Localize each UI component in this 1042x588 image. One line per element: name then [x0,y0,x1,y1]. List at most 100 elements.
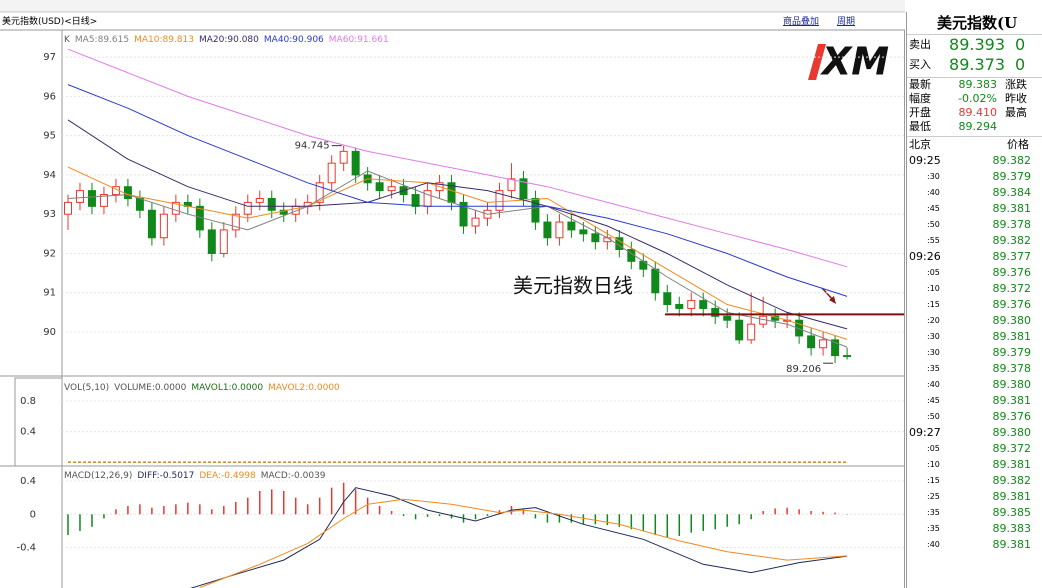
candle-body [327,162,336,184]
tick-time: :40 [927,188,940,197]
tick-time: 09:27 [909,426,941,439]
candle-body [255,197,264,203]
tick-price: 89.376 [992,410,1032,423]
candle-body [219,229,228,254]
tick-price: 89.380 [992,378,1032,391]
tick-price: 89.376 [992,266,1032,279]
candle-body [267,197,276,211]
chart-header: 美元指数(USD)<日线> 商品叠加 周期 [0,14,905,30]
tick-time: :30 [927,332,940,341]
tick-time: 09:25 [909,154,941,167]
series-line [67,170,848,348]
tick-row: :30 89.381 [907,329,1042,345]
tick-time: :55 [927,236,940,245]
quote-price: 89.393 [949,35,1005,54]
candle-body [807,335,816,349]
tick-price: 89.378 [992,218,1032,231]
quote-change: 0 [1015,55,1026,74]
tick-row: :40 89.380 [907,377,1042,393]
tick-price: 89.372 [992,282,1032,295]
y-tick-label: 94 [43,170,56,181]
plot-area [62,48,904,364]
tick-time: :40 [927,540,940,549]
tick-price: 89.382 [992,474,1032,487]
candle-body [699,300,708,309]
arrow-head [829,296,836,304]
plot-area [62,480,904,588]
y-tick-label: 0.4 [20,427,36,438]
legend-entry: MACD(12,26,9) [64,471,132,481]
y-tick-label: 0.4 [20,476,36,487]
stat-row: 最新 89.383 涨跌 [907,78,1042,92]
legend: VOL(5,10) VOLUME:0.0000 MAVOL1:0.0000 MAVOL… [64,383,340,393]
candle-body [567,221,576,231]
stat-value: 89.410 [958,106,998,119]
tick-time: :50 [927,412,940,421]
candle-body [819,339,828,349]
tick-row: 09:26 89.377 [907,249,1042,265]
stat-row: 最低 89.294 [907,120,1042,134]
header-cell: 北京 [909,138,931,151]
tick-row: 09:25 89.382 [907,153,1042,169]
series-line [190,487,848,588]
legend-entry: VOLUME:0.0000 [114,383,186,393]
candle-body [495,190,504,211]
chart-caption: 美元指数日线 [513,274,633,298]
tick-row: :35 89.385 [907,505,1042,521]
candle-body [735,319,744,341]
candle-body [147,209,156,239]
legend: MACD(12,26,9) DIFF:-0.5017 DEA:-0.4998 MACD… [64,471,326,481]
y-tick-label: 95 [43,131,56,142]
candle-body [63,201,72,215]
candle-body [231,213,240,231]
tick-time: :30 [927,348,940,357]
tick-time: :10 [927,460,940,469]
tick-row: :50 89.378 [907,217,1042,233]
y-tick-label: 97 [43,52,56,63]
tick-row: 09:27 89.380 [907,425,1042,441]
plot-area [62,400,904,463]
candle-body [423,190,432,207]
candle-body [795,319,804,337]
stat-label: 最新 [909,78,931,91]
link[interactable]: 商品叠加 [783,17,820,27]
stat-extra: 昨收 [1005,92,1027,105]
stat-label: 最低 [909,120,931,133]
legend-entry: MAVOL2:0.0000 [268,383,340,393]
y-tick-label: 90 [43,327,56,338]
quote-label: 买入 [909,58,931,71]
y-tick-label: 96 [43,91,56,102]
tick-price: 89.376 [992,298,1032,311]
panel-title: 美元指数(U [907,12,1042,35]
candle-body [519,178,528,199]
chart-area: XM 90 91 92 93 94 95 96 97 94.745 89.206 美元指数日线 K MA… [0,0,905,588]
tick-row: :45 89.381 [907,201,1042,217]
tick-price: 89.380 [992,426,1032,439]
tick-price: 89.379 [992,170,1032,183]
candle-body [579,229,588,235]
stat-value: 89.294 [958,120,998,133]
candle-body [387,186,396,192]
y-tick-label: 0.8 [20,396,36,407]
tick-time: :35 [927,364,940,373]
candle-body [663,292,672,306]
quote-panel: 美元指数(U 卖出 89.393 0 买入 89.373 0 最新 89.383 涨跌 幅度 -0.… [906,12,1042,588]
candle-body [243,201,252,215]
toolbar-strip [0,0,905,12]
tick-row: :25 89.381 [907,489,1042,505]
tick-row: :45 89.381 [907,393,1042,409]
candle-body [675,304,684,309]
candle-body [831,339,840,357]
legend-entry: MAVOL1:0.0000 [191,383,263,393]
link[interactable]: 周期 [837,17,856,27]
candle-body [471,217,480,227]
tick-row: :40 89.384 [907,185,1042,201]
legend-entry: MA60:91.661 [329,35,389,45]
series-line [67,166,848,340]
candle-body [207,229,216,254]
tick-price: 89.381 [992,202,1032,215]
legend-entry: MACD:-0.0039 [261,471,326,481]
candle-body [375,182,384,192]
tick-row: :35 89.378 [907,361,1042,377]
y-tick-label: 91 [43,288,56,299]
